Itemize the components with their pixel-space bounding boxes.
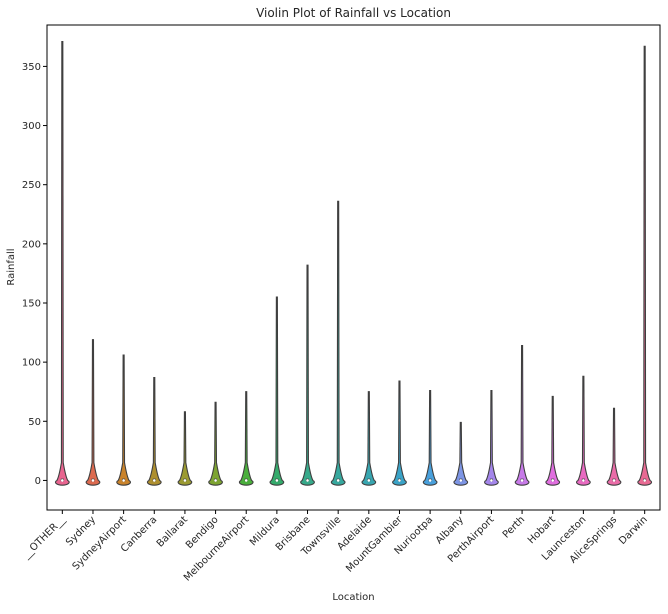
violin-median-dot [336, 479, 340, 482]
violin-albany [453, 421, 469, 486]
violin-body [238, 391, 254, 486]
violin-median-dot [306, 479, 309, 482]
violin-body [85, 339, 101, 486]
y-tick-label: 200 [22, 239, 41, 250]
violin-median-dot [398, 479, 401, 482]
y-tick-label: 50 [28, 417, 41, 428]
y-tick-label: 300 [22, 121, 41, 132]
violin-median-dot [91, 479, 95, 482]
violin-median-dot [612, 479, 616, 482]
violin-brisbane [300, 264, 315, 486]
violin-body [514, 345, 530, 486]
violin-mildura [269, 296, 285, 486]
violin-adelaide [361, 391, 377, 486]
violin-body [361, 391, 377, 486]
violin-townsville [330, 200, 346, 486]
violin-body [54, 41, 70, 486]
violin-body [300, 264, 315, 486]
violin-body [606, 407, 622, 486]
violin-launceston [575, 375, 591, 486]
violin-other [54, 41, 70, 486]
violin-median-dot [520, 479, 524, 482]
violin-median-dot [61, 479, 64, 482]
y-tick-label: 100 [22, 358, 41, 369]
violin-median-dot [582, 479, 585, 482]
violin-nuriootpa [422, 389, 438, 486]
violin-canberra [146, 376, 162, 486]
violin-body [177, 411, 193, 486]
y-tick-label: 250 [22, 180, 41, 191]
violin-median-dot [643, 479, 646, 482]
violin-sydney [85, 339, 101, 486]
violin-alicesprings [606, 407, 622, 486]
violin-median-dot [122, 479, 125, 482]
violin-body [545, 395, 561, 486]
x-tick-label: Perth [501, 514, 527, 540]
x-tick-label: SydneyAirport [71, 514, 129, 572]
violin-hobart [545, 395, 561, 486]
violin-body [330, 200, 346, 486]
violin-darwin [637, 45, 653, 486]
violin-sydneyairport [116, 354, 132, 486]
violin-body [269, 296, 285, 486]
violin-median-dot [428, 479, 432, 482]
violin-body [637, 45, 653, 486]
y-tick-label: 0 [35, 476, 41, 487]
violin-bendigo [208, 401, 223, 486]
violin-body [575, 375, 591, 486]
violin-body [146, 376, 162, 486]
x-axis-ticks: __OTHER__SydneySydneyAirportCanberraBall… [20, 510, 650, 584]
violin-body [116, 354, 132, 486]
violin-body [422, 389, 438, 486]
violin-median-dot [152, 479, 156, 482]
violin-perthairport [484, 389, 499, 486]
y-axis-label: Rainfall [6, 248, 17, 285]
chart-title: Violin Plot of Rainfall vs Location [256, 6, 451, 20]
violin-perth [514, 345, 530, 486]
plot-frame [46, 24, 661, 511]
x-axis-label: Location [332, 592, 374, 603]
violin-median-dot [551, 479, 555, 482]
x-tick-label: Darwin [617, 514, 650, 547]
violin-median-dot [244, 479, 248, 482]
violin-median-dot [275, 479, 279, 482]
plot-area [46, 24, 661, 511]
violin-median-dot [490, 479, 493, 482]
violin-body [208, 401, 223, 486]
violin-body [453, 421, 469, 486]
violin-melbourneairport [238, 391, 254, 486]
violin-body [484, 389, 499, 486]
violin-median-dot [367, 479, 371, 482]
violin-ballarat [177, 411, 193, 486]
y-tick-label: 150 [22, 298, 41, 309]
violin-median-dot [214, 479, 217, 482]
violin-body [392, 380, 407, 486]
violin-mountgambier [392, 380, 407, 486]
violin-median-dot [183, 479, 187, 482]
y-tick-label: 350 [22, 62, 41, 73]
violin-median-dot [459, 479, 463, 482]
y-axis-ticks: 0 50 100 150 200 250 300 350 [22, 62, 47, 487]
x-tick-label: MountGambier [344, 514, 405, 575]
x-tick-label: __OTHER__ [20, 514, 68, 562]
